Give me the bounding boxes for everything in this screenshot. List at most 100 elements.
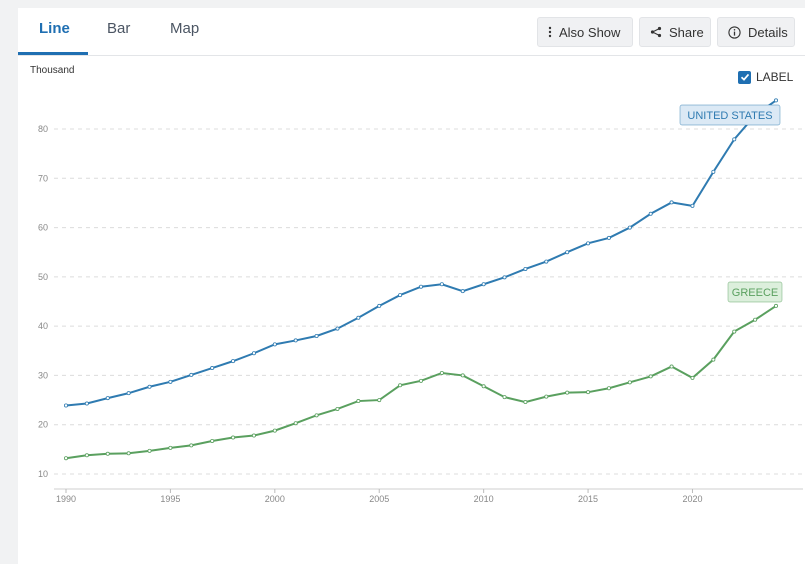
x-tick-label: 1990: [56, 494, 76, 504]
data-point: [627, 225, 632, 230]
data-point: [231, 435, 236, 440]
data-point: [251, 351, 256, 356]
data-point: [544, 394, 549, 399]
x-tick-label: 2005: [369, 494, 389, 504]
data-point: [377, 398, 382, 403]
chart-card: Line Bar Map Also Show Share Details Tho…: [18, 8, 805, 564]
data-point: [711, 169, 716, 174]
data-point: [523, 266, 528, 271]
share-icon: [650, 26, 662, 38]
x-tick-label: 2020: [682, 494, 702, 504]
tab-bar[interactable]: Bar: [107, 20, 131, 37]
data-point: [606, 235, 611, 240]
data-point: [84, 453, 89, 458]
data-point: [606, 386, 611, 391]
data-point: [418, 284, 423, 289]
data-point: [64, 403, 69, 408]
data-point: [439, 282, 444, 287]
tab-line[interactable]: Line: [39, 20, 70, 37]
data-point: [335, 406, 340, 411]
data-point: [690, 375, 695, 380]
series-label-1: GREECE: [732, 287, 778, 299]
data-point: [439, 370, 444, 375]
data-point: [314, 413, 319, 418]
data-point: [544, 259, 549, 264]
more-vertical-icon: [548, 26, 552, 38]
data-point: [460, 373, 465, 378]
data-point: [481, 282, 486, 287]
details-button[interactable]: Details: [717, 17, 795, 47]
label-toggle[interactable]: LABEL: [738, 70, 793, 84]
data-point: [105, 396, 110, 401]
data-point: [293, 338, 298, 343]
data-point: [418, 378, 423, 383]
share-label: Share: [669, 24, 704, 40]
line-chart: 10 20 30 40 50 60 70 80 1990 1995 2000 2005 2010 2015…: [38, 98, 803, 504]
data-point: [356, 315, 361, 320]
data-point: [690, 203, 695, 208]
y-tick-label: 70: [38, 173, 48, 183]
y-tick-label: 60: [38, 223, 48, 233]
data-point: [272, 342, 277, 347]
series-label-0: UNITED STATES: [687, 110, 772, 122]
data-point: [168, 445, 173, 450]
label-checkbox[interactable]: [738, 70, 751, 84]
tab-map[interactable]: Map: [170, 20, 200, 37]
data-point: [126, 451, 131, 456]
data-point: [231, 359, 236, 364]
data-point: [210, 438, 215, 443]
data-point: [398, 293, 403, 298]
y-tick-label: 40: [38, 321, 48, 331]
data-point: [627, 380, 632, 385]
data-point: [293, 421, 298, 426]
data-point: [210, 366, 215, 371]
data-point: [251, 433, 256, 438]
data-point: [565, 250, 570, 255]
data-point: [669, 364, 674, 369]
data-point: [669, 200, 674, 205]
series-label-box-0: [679, 104, 781, 126]
also-show-button[interactable]: Also Show: [537, 17, 633, 47]
x-tick-label: 2000: [265, 494, 285, 504]
x-tick-label: 1995: [160, 494, 180, 504]
data-point: [272, 428, 277, 433]
data-point: [168, 379, 173, 384]
data-point: [335, 326, 340, 331]
data-point: [565, 390, 570, 395]
data-point: [105, 451, 110, 456]
y-tick-label: 30: [38, 370, 48, 380]
data-point: [586, 241, 591, 246]
data-point: [460, 289, 465, 294]
data-point: [523, 400, 528, 405]
data-point: [84, 401, 89, 406]
y-tick-label: 80: [38, 124, 48, 134]
y-tick-label: 50: [38, 272, 48, 282]
data-point: [64, 456, 69, 461]
data-point: [481, 384, 486, 389]
data-point: [753, 317, 758, 322]
info-icon: [728, 25, 741, 39]
view-tabs: Line Bar Map Also Show Share Details: [18, 8, 805, 56]
data-point: [502, 395, 507, 400]
label-toggle-text: LABEL: [756, 70, 794, 84]
data-point: [648, 374, 653, 379]
data-point: [774, 303, 779, 308]
series-label-box-1: [727, 281, 783, 303]
data-point: [377, 303, 382, 308]
share-button[interactable]: Share: [639, 17, 711, 47]
x-tick-label: 2010: [474, 494, 494, 504]
data-point: [147, 384, 152, 389]
data-point: [356, 399, 361, 404]
data-point: [774, 98, 779, 103]
data-point: [147, 448, 152, 453]
data-point: [502, 275, 507, 280]
data-point: [732, 137, 737, 142]
y-tick-label: 20: [38, 420, 48, 430]
x-tick-label: 2015: [578, 494, 598, 504]
details-label: Details: [748, 24, 788, 40]
data-point: [126, 391, 131, 396]
series-line-0: [65, 99, 777, 407]
data-point: [732, 329, 737, 334]
data-point: [398, 383, 403, 388]
data-point: [314, 333, 319, 338]
